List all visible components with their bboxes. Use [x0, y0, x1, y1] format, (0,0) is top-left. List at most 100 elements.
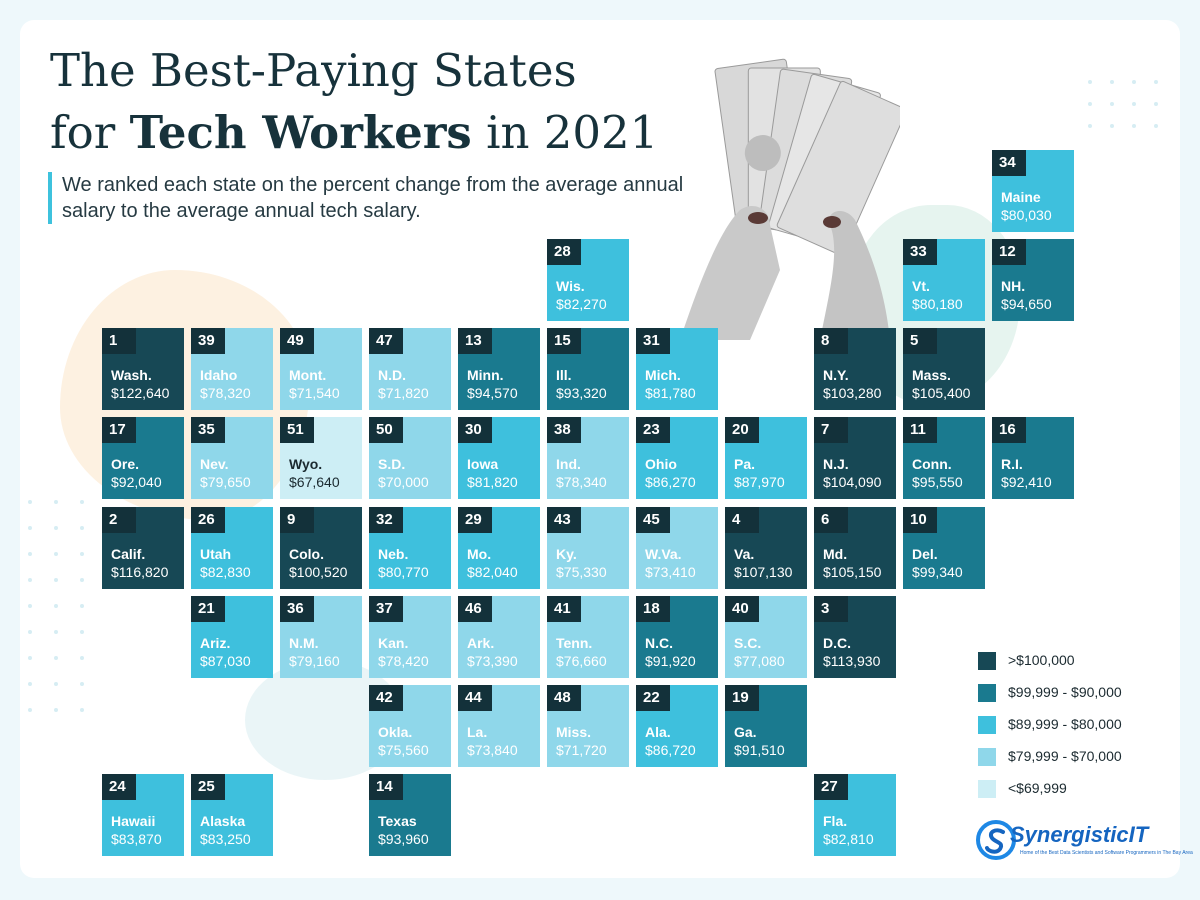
state-salary: $83,250	[200, 831, 251, 847]
legend-label: $79,999 - $70,000	[1008, 748, 1122, 764]
state-rank: 11	[903, 417, 937, 443]
state-rank: 19	[725, 685, 759, 711]
state-name: Okla.	[378, 724, 413, 740]
state-salary: $86,270	[645, 474, 696, 490]
state-salary: $71,720	[556, 742, 607, 758]
decor-dot	[1088, 124, 1092, 128]
state-tile: 24 Hawaii $83,870	[102, 774, 184, 856]
legend-swatch	[978, 748, 996, 766]
state-salary: $78,420	[378, 653, 429, 669]
state-tile: 38 Ind. $78,340	[547, 417, 629, 499]
state-salary: $116,820	[111, 564, 169, 580]
state-name: Fla.	[823, 813, 848, 829]
legend-label: $89,999 - $80,000	[1008, 716, 1122, 732]
state-name: N.D.	[378, 367, 406, 383]
decor-dot	[1088, 80, 1092, 84]
state-rank: 35	[191, 417, 225, 443]
state-tile: 48 Miss. $71,720	[547, 685, 629, 767]
state-salary: $70,000	[378, 474, 429, 490]
state-tile: 20 Pa. $87,970	[725, 417, 807, 499]
state-name: Minn.	[467, 367, 504, 383]
decor-dot	[28, 630, 32, 634]
decor-dot	[1132, 102, 1136, 106]
state-salary: $93,320	[556, 385, 607, 401]
state-salary: $86,720	[645, 742, 696, 758]
state-salary: $67,640	[289, 474, 340, 490]
decor-dot	[54, 578, 58, 582]
state-rank: 36	[280, 596, 314, 622]
state-salary: $95,550	[912, 474, 963, 490]
state-name: Kan.	[378, 635, 409, 651]
legend-item: $79,999 - $70,000	[978, 744, 1158, 768]
state-tile: 50 S.D. $70,000	[369, 417, 451, 499]
state-salary: $81,780	[645, 385, 696, 401]
state-tile: 22 Ala. $86,720	[636, 685, 718, 767]
state-tile: 30 Iowa $81,820	[458, 417, 540, 499]
state-rank: 5	[903, 328, 937, 354]
state-rank: 38	[547, 417, 581, 443]
legend-label: $99,999 - $90,000	[1008, 684, 1122, 700]
state-name: Ala.	[645, 724, 671, 740]
state-salary: $79,160	[289, 653, 340, 669]
decor-dot	[54, 552, 58, 556]
state-tile: 8 N.Y. $103,280	[814, 328, 896, 410]
decor-dot	[28, 604, 32, 608]
page-title: The Best-Paying States for Tech Workers i…	[50, 40, 658, 164]
state-tile: 27 Fla. $82,810	[814, 774, 896, 856]
title-line2-post: in 2021	[471, 106, 659, 159]
state-tile: 16 R.I. $92,410	[992, 417, 1074, 499]
state-tile: 28 Wis. $82,270	[547, 239, 629, 321]
state-name: Ind.	[556, 456, 581, 472]
state-salary: $82,810	[823, 831, 874, 847]
state-tile: 11 Conn. $95,550	[903, 417, 985, 499]
state-tile: 31 Mich. $81,780	[636, 328, 718, 410]
state-rank: 25	[191, 774, 225, 800]
decor-dot	[54, 656, 58, 660]
state-tile: 36 N.M. $79,160	[280, 596, 362, 678]
state-name: Va.	[734, 546, 755, 562]
state-salary: $73,410	[645, 564, 696, 580]
state-name: N.M.	[289, 635, 319, 651]
state-salary: $103,280	[823, 385, 882, 401]
state-name: Miss.	[556, 724, 592, 740]
state-rank: 13	[458, 328, 492, 354]
state-tile: 14 Texas $93,960	[369, 774, 451, 856]
state-salary: $113,930	[823, 653, 881, 669]
state-salary: $79,650	[200, 474, 251, 490]
state-rank: 22	[636, 685, 670, 711]
state-name: W.Va.	[645, 546, 682, 562]
decor-dot	[1132, 124, 1136, 128]
state-salary: $99,340	[912, 564, 963, 580]
subtitle: We ranked each state on the percent chan…	[48, 172, 702, 224]
state-rank: 49	[280, 328, 314, 354]
state-rank: 15	[547, 328, 581, 354]
state-tile: 40 S.C. $77,080	[725, 596, 807, 678]
decor-dot	[80, 708, 84, 712]
decor-dot	[54, 500, 58, 504]
synergisticit-logo: SynergisticIT Home of the Best Data Scie…	[976, 818, 1193, 868]
state-rank: 28	[547, 239, 581, 265]
state-salary: $80,180	[912, 296, 963, 312]
state-name: Calif.	[111, 546, 146, 562]
decor-dot	[28, 500, 32, 504]
state-tile: 6 Md. $105,150	[814, 507, 896, 589]
state-name: Neb.	[378, 546, 409, 562]
state-rank: 1	[102, 328, 136, 354]
decor-dot	[1088, 102, 1092, 106]
state-rank: 6	[814, 507, 848, 533]
decor-dot	[1154, 80, 1158, 84]
decor-dot	[80, 630, 84, 634]
state-name: Mich.	[645, 367, 681, 383]
state-name: La.	[467, 724, 488, 740]
legend-swatch	[978, 652, 996, 670]
state-tile: 17 Ore. $92,040	[102, 417, 184, 499]
state-rank: 48	[547, 685, 581, 711]
state-salary: $80,030	[1001, 207, 1052, 223]
logo-s-icon	[976, 820, 1016, 860]
decor-dot	[54, 630, 58, 634]
state-rank: 30	[458, 417, 492, 443]
state-name: Wyo.	[289, 456, 323, 472]
state-rank: 47	[369, 328, 403, 354]
state-name: N.J.	[823, 456, 849, 472]
logo-name: SynergisticIT	[1010, 822, 1149, 847]
